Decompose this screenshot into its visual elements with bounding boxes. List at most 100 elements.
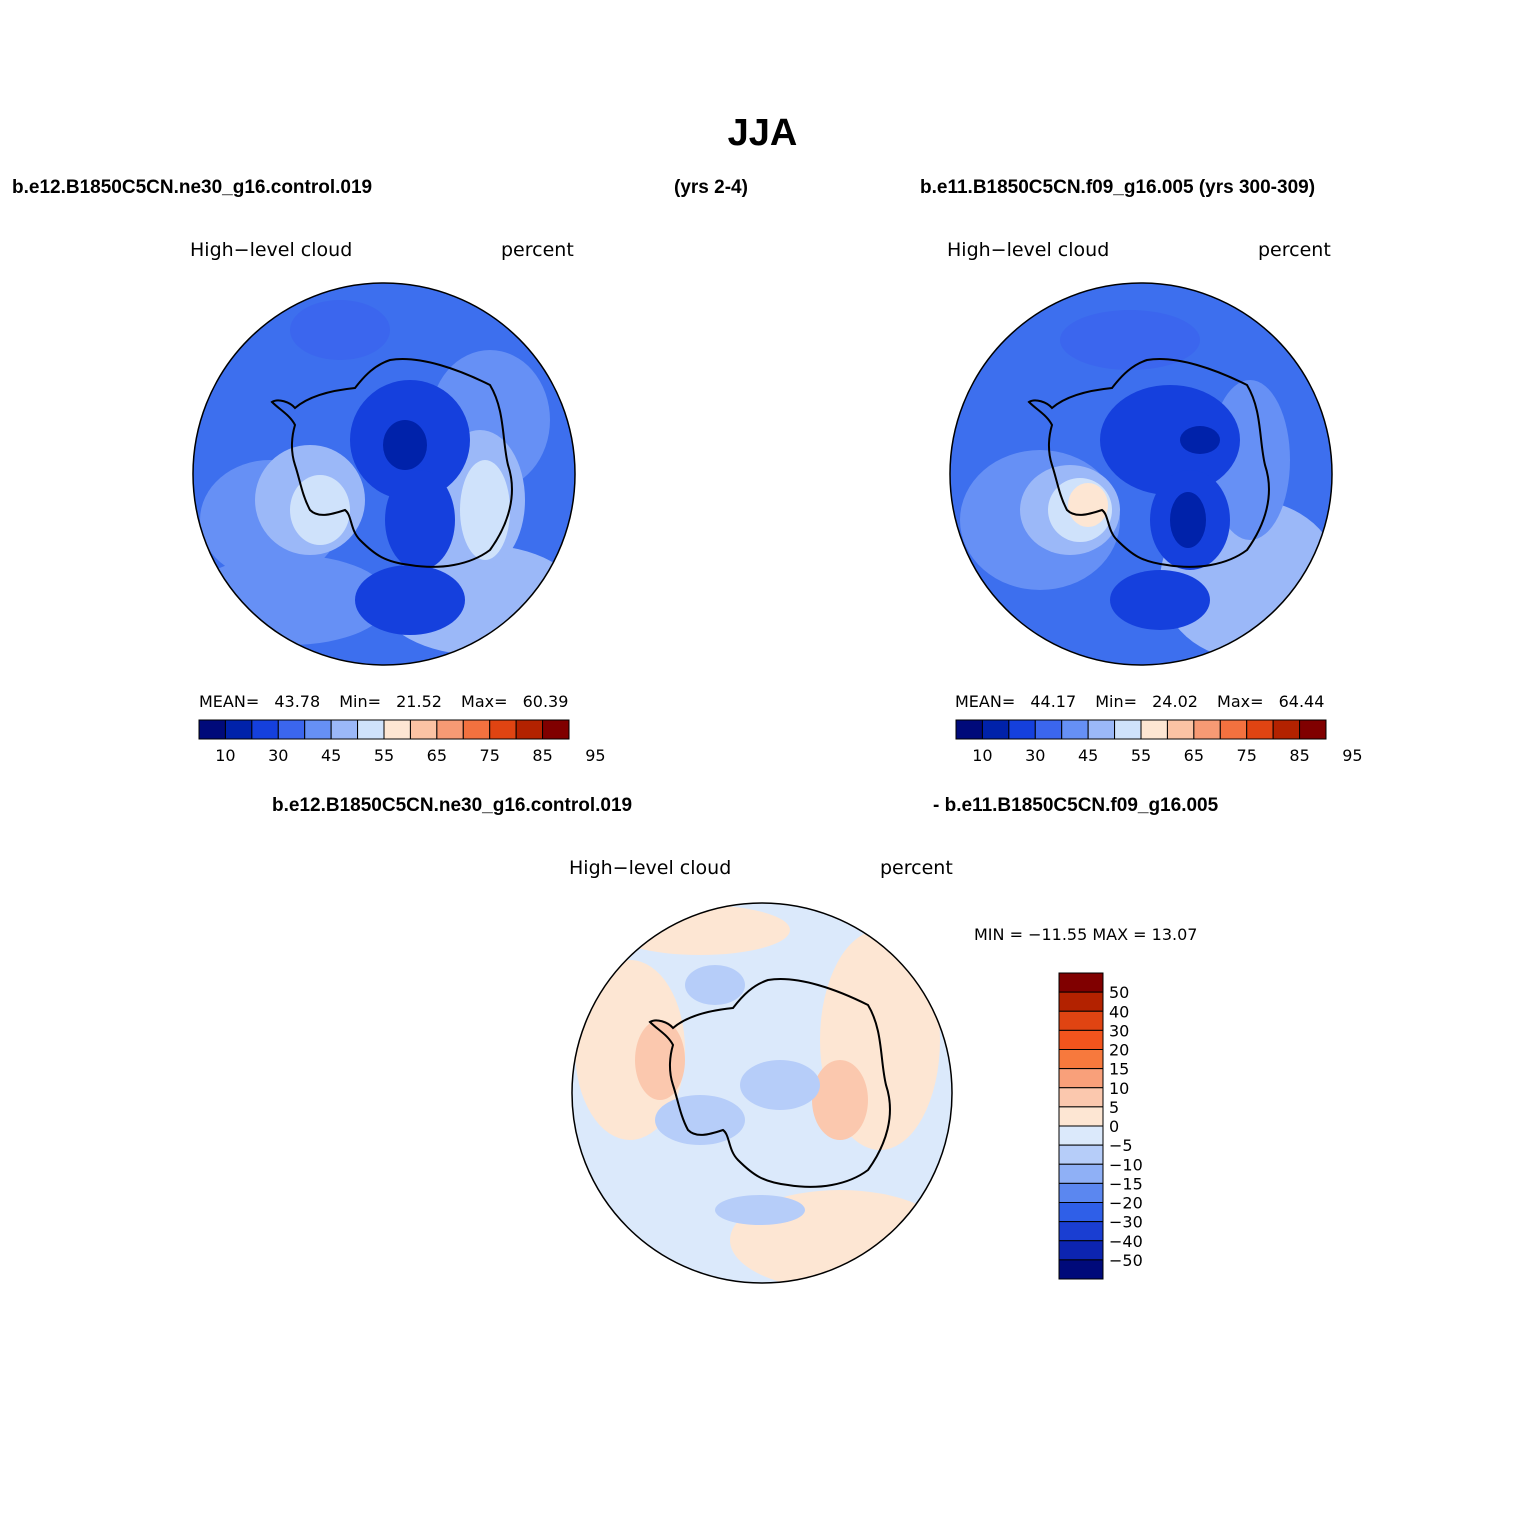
colorbar-box <box>1058 1144 1104 1165</box>
colorbar-tick-label: 75 <box>1237 746 1257 765</box>
colorbar-box <box>251 719 279 740</box>
colorbar-tick-label: 30 <box>1109 1021 1129 1040</box>
panel1-stats: MEAN= 43.78 Min= 21.52 Max= 60.39 <box>199 692 568 711</box>
colorbar-tick-label: 10 <box>1109 1079 1129 1098</box>
colorbar-box <box>1166 719 1195 740</box>
colorbar-tick-label: 55 <box>1131 746 1151 765</box>
colorbar-box <box>462 719 491 740</box>
colorbar-tick-label: 95 <box>585 746 605 765</box>
colorbar-box <box>1008 719 1036 740</box>
colorbar-box <box>1058 1259 1104 1280</box>
panel1-var-label: High−level cloud <box>190 239 353 261</box>
colorbar-box <box>1058 1049 1104 1070</box>
panel3-units: percent <box>880 857 953 879</box>
colorbar-tick-label: 30 <box>1025 746 1045 765</box>
page-title: JJA <box>727 112 798 154</box>
colorbar-box <box>436 719 464 740</box>
colorbar-tick-label: 10 <box>215 746 235 765</box>
min-value: 24.02 <box>1152 692 1198 711</box>
colorbar-tick-label: 50 <box>1109 983 1129 1002</box>
colorbar-tick-label: 85 <box>1289 746 1309 765</box>
colorbar-box <box>1058 1182 1104 1203</box>
colorbar-box <box>409 719 438 740</box>
mean-label: MEAN= <box>199 692 260 711</box>
min-value: 21.52 <box>396 692 442 711</box>
colorbar-tick-label: 30 <box>268 746 288 765</box>
colorbar-tick-label: −40 <box>1109 1232 1143 1251</box>
colorbar-box <box>1058 1068 1104 1089</box>
max-value: 60.39 <box>522 692 569 711</box>
case1-name: b.e12.B1850C5CN.ne30_g16.control.019 <box>12 177 373 198</box>
max-value: 64.44 <box>1278 692 1325 711</box>
colorbar-box <box>1058 1106 1104 1127</box>
colorbar-box <box>1058 972 1104 993</box>
colorbar-tick-label: 65 <box>427 746 447 765</box>
colorbar-tick-label: −20 <box>1109 1194 1143 1213</box>
colorbar-panel-1: 10 30 45 55 65 75 85 95 <box>198 719 606 765</box>
panel2-stats: MEAN= 44.17 Min= 24.02 Max= 64.44 <box>955 692 1324 711</box>
colorbar-box <box>330 719 359 740</box>
colorbar-box <box>1058 1240 1104 1261</box>
colorbar-box <box>277 719 306 740</box>
colorbar-tick-label: 20 <box>1109 1041 1129 1060</box>
colorbar-tick-label: −50 <box>1109 1251 1143 1270</box>
colorbar-box <box>1140 719 1168 740</box>
panel2-units: percent <box>1258 239 1331 261</box>
colorbar-box <box>1058 1087 1104 1108</box>
colorbar-box <box>1219 719 1248 740</box>
min-label: Min= <box>1095 692 1138 711</box>
colorbar-box <box>1058 1029 1104 1050</box>
diff-title-line1: b.e12.B1850C5CN.ne30_g16.control.019 <box>272 795 633 816</box>
panel1-units: percent <box>501 239 574 261</box>
diff-title-line2: - b.e11.B1850C5CN.f09_g16.005 <box>933 795 1219 816</box>
colorbar-box <box>1058 1010 1104 1031</box>
colorbar-tick-label: −5 <box>1109 1136 1133 1155</box>
map-border-2 <box>949 282 1333 666</box>
map-panel-2 <box>950 283 1332 665</box>
colorbar-panel-2: 10 30 45 55 65 75 85 95 <box>955 719 1363 765</box>
colorbar-tick-label: −10 <box>1109 1155 1143 1174</box>
colorbar-tick-label: 55 <box>374 746 394 765</box>
colorbar-box <box>1061 719 1089 740</box>
max-label: Max= <box>1217 692 1264 711</box>
colorbar-box <box>489 719 517 740</box>
colorbar-tick-label: 5 <box>1109 1098 1119 1117</box>
min-label: Min= <box>339 692 382 711</box>
colorbar-tick-label: 10 <box>972 746 992 765</box>
colorbar-box <box>542 719 570 740</box>
colorbar-box <box>1246 719 1274 740</box>
colorbar-tick-label: −30 <box>1109 1213 1143 1232</box>
max-label: Max= <box>461 692 508 711</box>
colorbar-box <box>981 719 1010 740</box>
colorbar-box <box>1272 719 1301 740</box>
colorbar-tick-label: 40 <box>1109 1002 1129 1021</box>
colorbar-box <box>304 719 332 740</box>
colorbar-box <box>1299 719 1327 740</box>
colorbar-box <box>1058 991 1104 1012</box>
panel3-var-label: High−level cloud <box>569 857 732 879</box>
colorbar-box <box>357 719 385 740</box>
colorbar-tick-label: 65 <box>1184 746 1204 765</box>
colorbar-tick-label: 45 <box>321 746 341 765</box>
map-border-1 <box>192 282 576 666</box>
colorbar-box <box>1058 1125 1104 1146</box>
mean-value: 43.78 <box>274 692 321 711</box>
map-border-diff <box>571 902 953 1284</box>
colorbar-box <box>1034 719 1063 740</box>
colorbar-box <box>1114 719 1142 740</box>
colorbar-box <box>198 719 226 740</box>
colorbar-box <box>955 719 983 740</box>
case2-name: b.e11.B1850C5CN.f09_g16.005 (yrs 300-309… <box>920 177 1316 198</box>
colorbar-tick-label: −15 <box>1109 1174 1143 1193</box>
colorbar-box <box>1193 719 1221 740</box>
colorbar-tick-label: 85 <box>532 746 552 765</box>
colorbar-tick-label: 95 <box>1342 746 1362 765</box>
colorbar-tick-label: 75 <box>480 746 500 765</box>
case1-years: (yrs 2-4) <box>674 177 748 198</box>
colorbar-tick-label: 15 <box>1109 1060 1129 1079</box>
mean-value: 44.17 <box>1030 692 1077 711</box>
colorbar-box <box>1058 1163 1104 1184</box>
colorbar-tick-label: 0 <box>1109 1117 1119 1136</box>
